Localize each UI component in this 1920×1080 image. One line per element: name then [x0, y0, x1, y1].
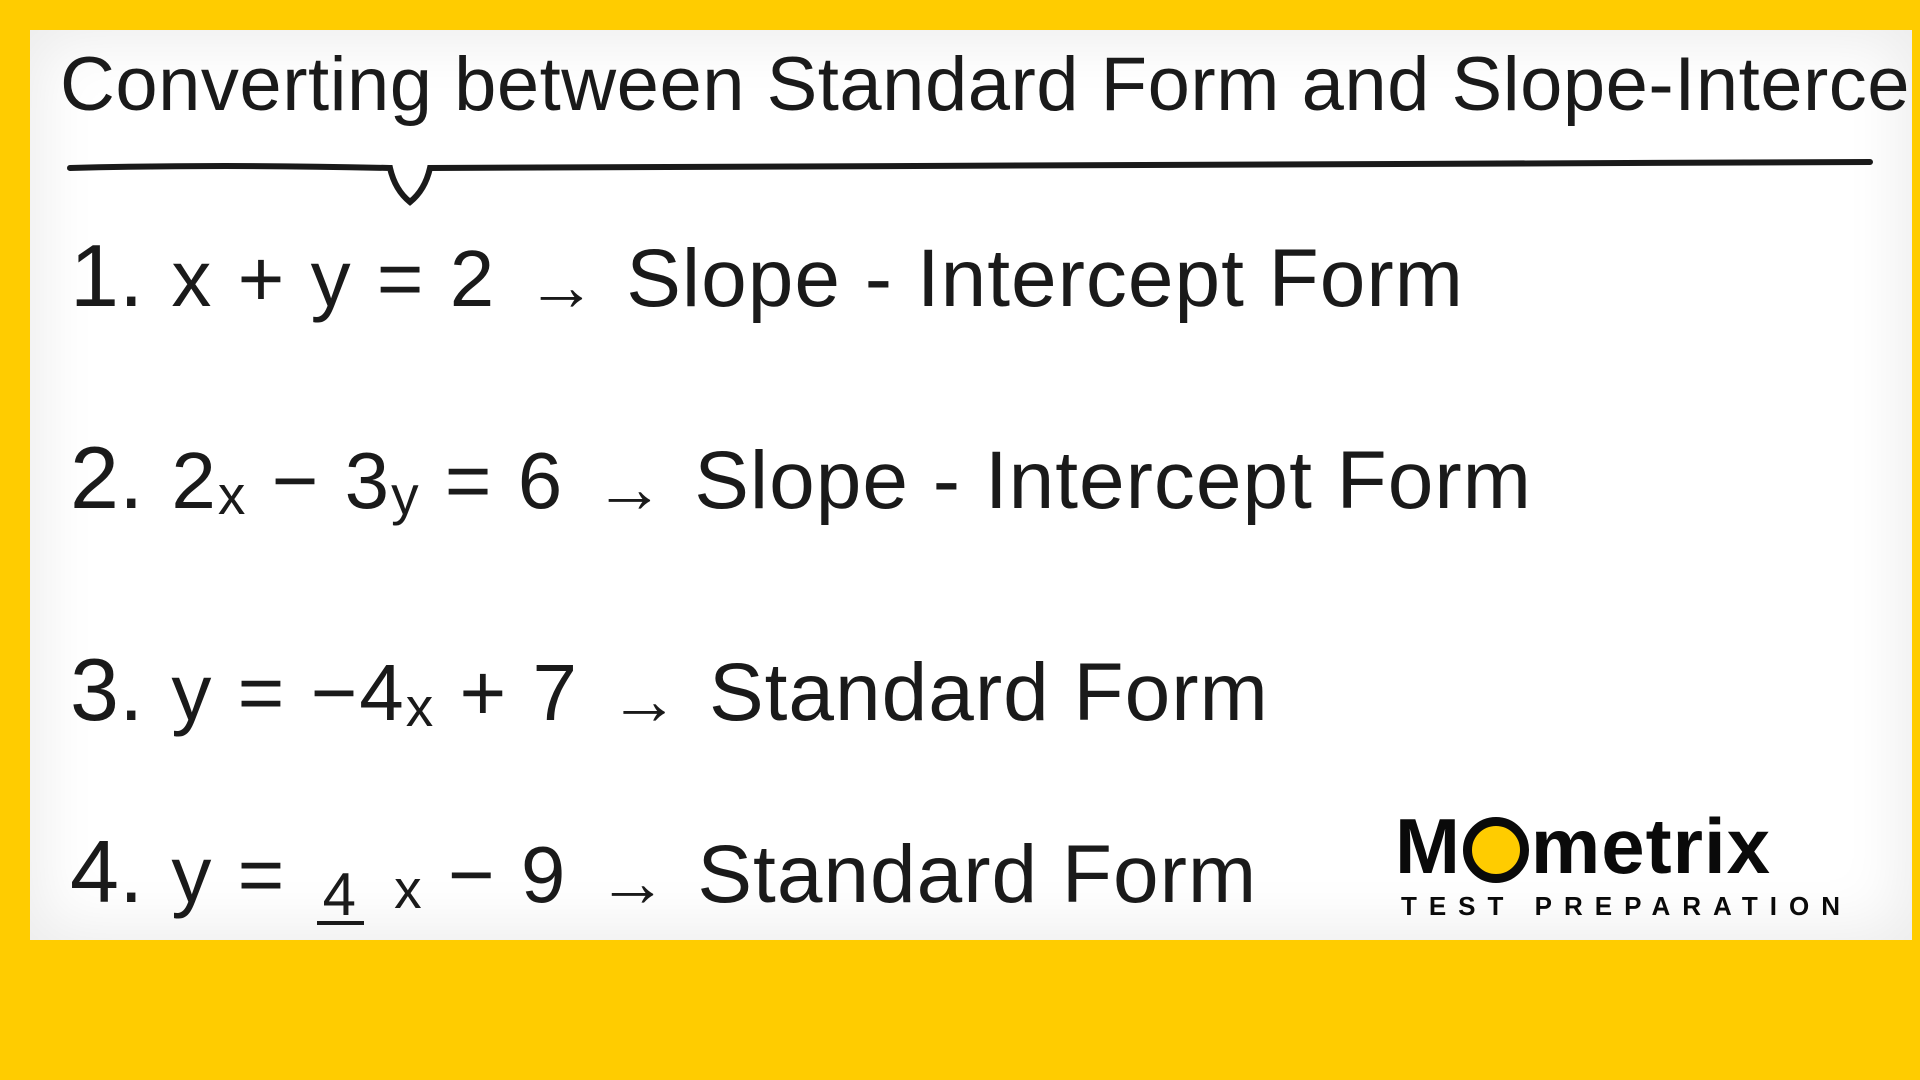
arrow-icon: → [597, 842, 667, 922]
arrow-icon: → [609, 660, 679, 740]
problem-number: 4. [70, 821, 143, 923]
page-title: Converting between Standard Form and Slo… [60, 45, 1892, 125]
problem-number: 1. [70, 225, 143, 327]
equation: y = 4 x − 9 [171, 829, 567, 921]
problem-row: 2. 2x − 3y = 6 → Slope - Intercept Form [70, 427, 1872, 529]
target-form: Standard Form [697, 828, 1257, 922]
logo-wordmark: M metrix [1395, 807, 1852, 885]
title-block: Converting between Standard Form and Slo… [60, 45, 1892, 125]
fraction: 4 [317, 871, 364, 927]
whiteboard: Converting between Standard Form and Slo… [30, 30, 1912, 940]
eq-pre: y = [171, 830, 310, 919]
fraction-numerator: 4 [317, 871, 364, 925]
checkmark-circle-icon [1463, 817, 1529, 883]
problem-row: 3. y = −4x + 7 → Standard Form [70, 639, 1872, 741]
equation: x + y = 2 [171, 233, 496, 325]
eq-post: x − 9 [394, 830, 567, 919]
equation: y = −4x + 7 [171, 647, 579, 739]
target-form: Slope - Intercept Form [694, 434, 1532, 528]
arrow-icon: → [526, 246, 596, 326]
title-underline [60, 150, 1880, 210]
logo-pre: M [1395, 807, 1461, 885]
eq-text: y = −4x + 7 [171, 648, 579, 737]
problem-number: 3. [70, 639, 143, 741]
problem-number: 2. [70, 427, 143, 529]
problem-row: 1. x + y = 2 → Slope - Intercept Form [70, 225, 1872, 327]
arrow-icon: → [594, 448, 664, 528]
equation: 2x − 3y = 6 [171, 435, 564, 527]
target-form: Slope - Intercept Form [626, 232, 1464, 326]
brand-logo: M metrix TEST PREPARATION [1395, 807, 1852, 922]
logo-tagline: TEST PREPARATION [1401, 891, 1852, 922]
target-form: Standard Form [709, 646, 1269, 740]
frame: Converting between Standard Form and Slo… [0, 0, 1920, 1080]
logo-post: metrix [1531, 807, 1771, 885]
eq-text: 2x − 3y = 6 [171, 436, 564, 525]
